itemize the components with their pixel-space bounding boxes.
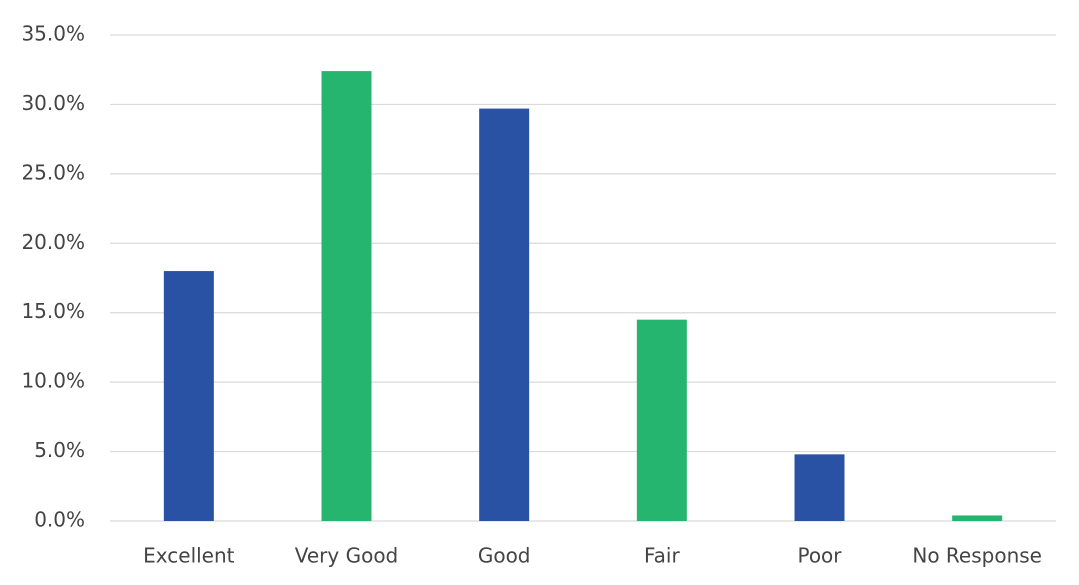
y-tick-label: 30.0% [21,91,85,115]
bar [321,71,372,522]
x-tick-label: Good [478,544,531,568]
y-tick-label: 10.0% [21,369,85,393]
bar [794,454,845,521]
y-tick-label: 0.0% [34,508,85,532]
bar [163,271,214,521]
bar [952,515,1003,521]
y-tick-label: 20.0% [21,230,85,254]
y-tick-label: 25.0% [21,160,85,184]
x-tick-label: Excellent [143,544,235,568]
x-tick-label: Fair [644,544,680,568]
x-tick-label: Very Good [295,544,399,568]
bar [479,108,530,521]
x-tick-label: Poor [797,544,842,568]
bar [636,319,687,521]
y-tick-label: 5.0% [34,438,85,462]
y-tick-label: 35.0% [21,22,85,46]
x-tick-label: No Response [912,544,1042,568]
y-tick-label: 15.0% [21,299,85,323]
